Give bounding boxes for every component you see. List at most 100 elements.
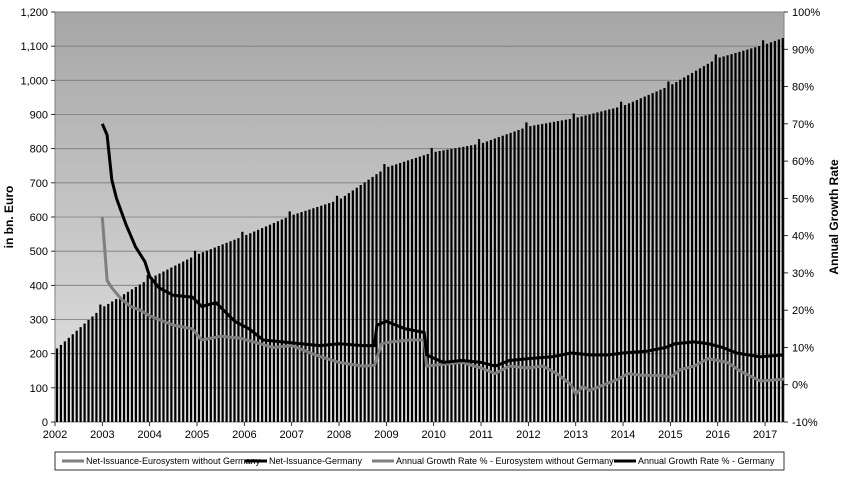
bar-germany [268,224,272,422]
bar-germany [497,137,500,422]
x-tick-label: 2002 [43,429,67,441]
bar-germany [761,40,765,422]
bar-germany [95,312,98,422]
bar-germany [710,61,713,423]
bar-germany [619,101,623,422]
bar-germany [71,334,74,422]
bars-germany [55,38,784,423]
bar-germany [671,84,674,422]
bar-germany [150,277,153,422]
bar-germany [158,273,161,422]
bar-germany [509,132,512,423]
bar-germany [533,125,536,422]
y-tick-label: 1,000 [20,75,48,87]
bar-germany [328,203,331,422]
bar-germany [312,208,315,422]
y2-tick-label: 70% [792,119,814,131]
bar-germany [201,252,205,422]
bar-germany [422,155,425,423]
x-tick-label: 2017 [753,429,777,441]
bar-germany [493,138,496,422]
y2-tick-label: 40% [792,231,814,243]
bar-germany [182,261,185,422]
bar-germany [655,91,658,422]
bar-germany [418,156,421,423]
bar-germany [667,81,670,422]
bar-germany [438,151,441,422]
bar-germany [272,222,276,422]
bar-germany [647,94,650,423]
bar-germany [501,135,504,423]
y2-axis-title: Annual Growth Rate [827,159,841,275]
bar-germany [221,244,224,422]
bar-germany [339,198,343,422]
bar-germany [138,284,141,422]
bar-germany [261,228,264,422]
bar-germany [702,66,706,422]
x-tick-label: 2012 [516,429,540,441]
x-tick-label: 2009 [374,429,398,441]
bar-germany [777,39,780,422]
legend-label: Annual Growth Rate % - Eurosystem withou… [396,456,614,466]
legend: Net-Issuance-Eurosystem without Germany N… [62,456,775,466]
bar-germany [592,113,595,423]
x-tick-label: 2007 [279,429,303,441]
bar-germany [91,316,94,422]
bar-germany [623,105,627,423]
bar-germany [458,147,461,422]
bar-germany [442,150,445,422]
bar-germany [343,195,347,422]
bar-germany [225,242,228,422]
bar-germany [474,144,477,422]
bar-germany [178,263,181,422]
x-tick-label: 2015 [658,429,682,441]
bar-germany [604,110,607,422]
bar-germany [635,99,638,423]
y2-tick-label: 10% [792,342,814,354]
bar-germany [142,282,145,422]
bar-germany [107,303,110,422]
bar-germany [675,82,678,423]
bar-germany [403,161,406,423]
y-axis-title: in bn. Euro [2,186,16,249]
bar-germany [651,93,654,422]
bar-germany [111,301,114,422]
x-axis: 2002 2003 2004 2005 2006 2007 2008 2009 2010 2011… [43,422,777,441]
bar-germany [616,107,619,422]
bar-germany [253,231,256,422]
bar-germany [746,49,749,422]
bar-germany [742,50,745,422]
bar-germany [304,210,307,422]
bar-germany [541,123,544,422]
line-growth-germany [100,123,785,368]
x-tick-label: 2008 [327,429,351,441]
bar-germany [414,157,418,423]
bar-germany [552,121,556,422]
y-tick-label: 200 [30,349,48,361]
bar-germany [608,109,611,423]
bar-germany [659,89,662,423]
bar-germany [324,204,327,422]
y-tick-label: 400 [30,280,48,292]
bar-germany [387,166,390,422]
bar-germany [769,42,773,423]
bar-germany [690,72,694,423]
bar-germany [718,57,721,423]
bar-germany [683,77,686,422]
bar-germany [454,148,457,422]
bar-germany [477,139,481,422]
x-tick-label: 2014 [611,429,635,441]
bar-germany [67,337,70,422]
bar-germany [781,38,784,422]
bar-germany [430,147,433,423]
bar-germany [316,206,319,422]
legend-label: Annual Growth Rate % - Germany [638,456,775,466]
y-axis-right: -10% 0% 10% 20% 30% 40% 50% 60% 70% 80% 90% 100% [784,7,820,429]
bar-germany [773,40,777,423]
x-tick-label: 2011 [469,429,493,441]
bar-germany [765,43,769,423]
bar-germany [367,179,370,422]
bar-germany [118,296,122,422]
bar-germany [513,131,516,422]
